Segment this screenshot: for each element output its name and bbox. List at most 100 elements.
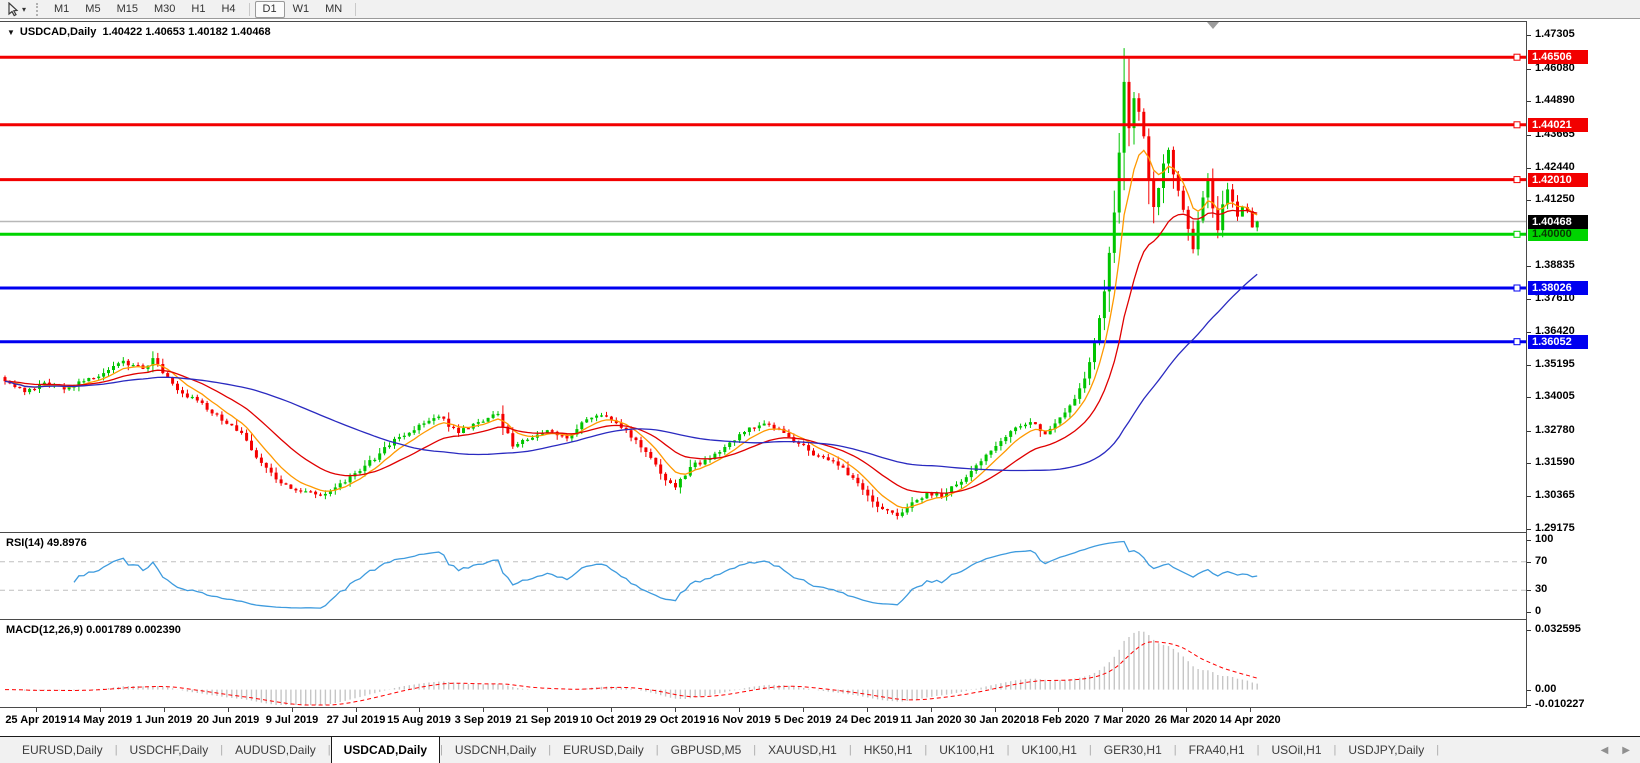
- date-label: 24 Dec 2019: [835, 714, 899, 726]
- hline-1-44021[interactable]: [0, 121, 1526, 129]
- macd-canvas[interactable]: [0, 620, 1526, 707]
- main-rsi-separator[interactable]: [0, 532, 1640, 533]
- timeframe-button-m15[interactable]: M15: [116, 2, 138, 15]
- date-tick: [931, 708, 932, 712]
- tab-scroll-left-icon[interactable]: ◀: [1600, 745, 1609, 756]
- date-tick: [1122, 708, 1123, 712]
- symbol-tab-0-eurusd-daily[interactable]: EURUSD,Daily: [22, 743, 103, 757]
- candles-group[interactable]: [3, 48, 1259, 520]
- symbol-tab-5-eurusd-daily[interactable]: EURUSD,Daily: [563, 743, 644, 757]
- timeframe-button-mn[interactable]: MN: [325, 2, 343, 15]
- hline-price-badge: 1.40000: [1528, 227, 1588, 241]
- ma-line-sma52: [4, 273, 1258, 472]
- timeframe-button-m1[interactable]: M1: [54, 2, 70, 15]
- symbol-tab-13-usoil-h1[interactable]: USOil,H1: [1271, 743, 1322, 757]
- symbol-tab-1-usdchf-daily[interactable]: USDCHF,Daily: [129, 743, 209, 757]
- rsi-label: RSI(14) 49.8976: [6, 537, 87, 549]
- ma-line-ema20: [4, 209, 1258, 494]
- hline-1-38026[interactable]: [0, 284, 1526, 292]
- timeframe-button-h4[interactable]: H4: [221, 2, 236, 15]
- price-tick-label: 1.38835: [1535, 259, 1575, 271]
- hline-price-badge: 1.44021: [1528, 118, 1588, 132]
- date-tick: [164, 708, 165, 712]
- date-label: 9 Jul 2019: [265, 714, 319, 726]
- rsi-tick-label: 0: [1535, 605, 1542, 617]
- hline-1-40000[interactable]: [0, 230, 1526, 238]
- timeframe-button-h1[interactable]: H1: [191, 2, 206, 15]
- tab-scroll-right-icon[interactable]: ▶: [1622, 745, 1630, 756]
- hline-1-46506[interactable]: [0, 53, 1526, 61]
- date-label: 1 Jun 2019: [135, 714, 193, 726]
- symbol-tab-6-gbpusd-m5[interactable]: GBPUSD,M5: [670, 743, 742, 757]
- date-tick: [419, 708, 420, 712]
- toolbar-grip[interactable]: [36, 2, 39, 16]
- collapse-triangle-icon[interactable]: ▼: [7, 28, 15, 37]
- pointer-tool-icon[interactable]: [4, 1, 20, 17]
- rsi-macd-separator[interactable]: [0, 619, 1640, 620]
- symbol-tab-7-xauusd-h1[interactable]: XAUUSD,H1: [768, 743, 837, 757]
- hline-price-badge: 1.46506: [1528, 50, 1588, 64]
- symbol-tab-9-uk100-h1[interactable]: UK100,H1: [939, 743, 995, 757]
- tab-separator: |: [753, 744, 757, 756]
- date-tick: [1186, 708, 1187, 712]
- date-label: 21 Sep 2019: [515, 714, 579, 726]
- symbol-tab-4-usdcnh-daily[interactable]: USDCNH,Daily: [454, 743, 537, 757]
- tab-separator: |: [220, 744, 224, 756]
- macd-pane[interactable]: [0, 620, 1526, 707]
- timeframe-button-m5[interactable]: M5: [85, 2, 101, 15]
- rsi-line: [73, 540, 1258, 609]
- date-tick: [100, 708, 101, 712]
- symbol-tab-14-usdjpy-daily[interactable]: USDJPY,Daily: [1348, 743, 1425, 757]
- price-tick-label: 1.37610: [1535, 292, 1575, 304]
- date-label: 3 Sep 2019: [454, 714, 512, 726]
- rsi-tick: [1527, 612, 1531, 613]
- macd-tick-label: 0.00: [1535, 683, 1557, 695]
- timeframe-button-m30[interactable]: M30: [153, 2, 176, 15]
- date-tick: [995, 708, 996, 712]
- tab-separator: |: [655, 744, 659, 756]
- price-tick-label: 1.47305: [1535, 28, 1575, 40]
- hline-1-42010[interactable]: [0, 176, 1526, 184]
- price-axis-separator: [1526, 21, 1527, 708]
- symbol-tab-8-hk50-h1[interactable]: HK50,H1: [863, 743, 913, 757]
- date-label: 5 Dec 2019: [774, 714, 832, 726]
- symbol-tab-11-ger30-h1[interactable]: GER30,H1: [1103, 743, 1162, 757]
- price-tick-label: 1.30365: [1535, 489, 1575, 501]
- date-tick: [867, 708, 868, 712]
- chart-shift-marker[interactable]: [1207, 22, 1219, 29]
- tab-scroll-arrows: ◀ ▶: [1601, 737, 1630, 763]
- tab-separator: |: [440, 744, 443, 756]
- date-axis[interactable]: 25 Apr 2019 14 May 2019 1 Jun 2019 20 Jun 2…: [0, 708, 1640, 736]
- rsi-canvas[interactable]: [0, 533, 1526, 619]
- symbol-tab-3-usdcad-daily[interactable]: USDCAD,Daily: [330, 736, 440, 763]
- date-tick: [803, 708, 804, 712]
- main-chart-canvas[interactable]: [0, 22, 1526, 532]
- rsi-tick-label: 100: [1535, 533, 1554, 545]
- tab-separator: |: [1173, 744, 1177, 756]
- price-tick: [1527, 101, 1531, 102]
- price-tick: [1527, 35, 1531, 36]
- tab-separator: |: [1333, 744, 1337, 756]
- date-tick: [292, 708, 293, 712]
- price-tick-label: 1.31590: [1535, 456, 1575, 468]
- macd-signal-line: [5, 641, 1258, 706]
- rsi-pane[interactable]: [0, 533, 1526, 619]
- timeframe-button-w1[interactable]: W1: [292, 2, 310, 15]
- date-label: 14 Apr 2020: [1219, 714, 1281, 726]
- macd-tick: [1527, 630, 1531, 631]
- hline-1-36052[interactable]: [0, 338, 1526, 346]
- symbol-tab-2-audusd-daily[interactable]: AUDUSD,Daily: [235, 743, 316, 757]
- date-label: 18 Feb 2020: [1026, 714, 1090, 726]
- date-tick: [483, 708, 484, 712]
- main-chart-pane[interactable]: [0, 22, 1526, 532]
- price-tick: [1527, 463, 1531, 464]
- date-label: 27 Jul 2019: [326, 714, 386, 726]
- tool-dropdown-caret-icon[interactable]: ▾: [22, 4, 27, 14]
- symbol-tab-12-fra40-h1[interactable]: FRA40,H1: [1188, 743, 1245, 757]
- macd-tick-label: 0.032595: [1535, 623, 1581, 635]
- timeframe-button-d1[interactable]: D1: [254, 0, 285, 18]
- symbol-tab-10-uk100-h1[interactable]: UK100,H1: [1021, 743, 1077, 757]
- price-tick: [1527, 135, 1531, 136]
- price-axis[interactable]: 1.47305 1.46080 1.44890 1.43665 1.42440 1.412…: [1527, 21, 1640, 710]
- date-label: 26 Mar 2020: [1154, 714, 1218, 726]
